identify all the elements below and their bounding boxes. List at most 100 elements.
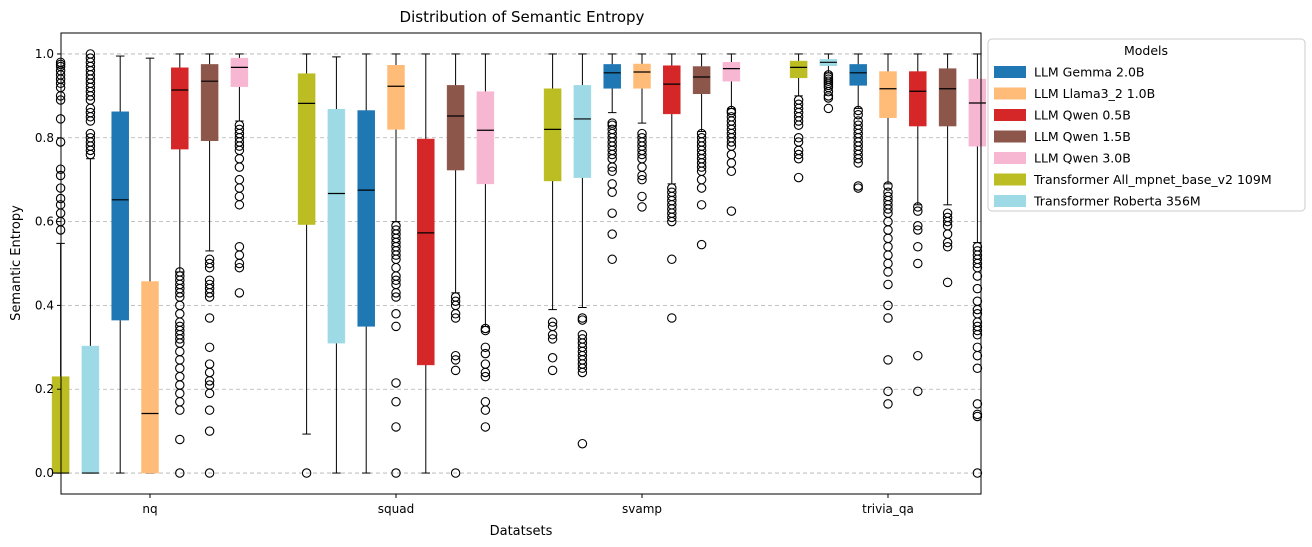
legend-label: LLM Qwen 0.5B xyxy=(1034,108,1131,123)
box-iqr xyxy=(938,68,957,127)
legend-label: LLM Qwen 1.5B xyxy=(1034,129,1131,144)
outlier-point xyxy=(972,283,983,294)
outlier-point xyxy=(726,158,737,168)
outlier-point xyxy=(234,183,245,193)
outlier-point xyxy=(547,329,558,340)
outlier-point xyxy=(942,277,953,288)
legend-frame xyxy=(987,38,1306,212)
outlier-point xyxy=(667,212,677,223)
outlier-point xyxy=(607,149,617,160)
y-tick-label: 0.6 xyxy=(35,215,54,229)
outlier-point xyxy=(85,149,96,160)
outlier-point xyxy=(175,380,185,390)
outlier-point xyxy=(726,149,737,160)
box-trivia_qa-llm-qwen-0-5b xyxy=(909,53,927,397)
box-iqr xyxy=(663,65,681,115)
outlier-point xyxy=(823,103,834,114)
outlier-point xyxy=(480,397,491,407)
outlier-point xyxy=(853,158,863,168)
outlier-point xyxy=(913,258,923,269)
outlier-point xyxy=(204,388,215,399)
outlier-point xyxy=(696,200,707,210)
outlier-point xyxy=(391,292,401,302)
legend: Models LLM Gemma 2.0B LLM Llama3_2 1.0B LL… xyxy=(987,38,1306,212)
outlier-point xyxy=(204,342,215,353)
box-svamp-llm-qwen-0-5b xyxy=(663,53,681,323)
outlier-point xyxy=(913,202,923,212)
outlier-point xyxy=(913,221,923,231)
outlier-point xyxy=(204,288,215,298)
outlier-point xyxy=(883,258,893,269)
box-svamp-llm-qwen-3-0b xyxy=(722,53,741,216)
outlier-point xyxy=(853,109,863,120)
box-iqr xyxy=(789,60,808,79)
box-iqr xyxy=(909,71,927,127)
outlier-point xyxy=(391,422,401,432)
x-axis-title: Datatsets xyxy=(490,524,553,539)
box-plot-series xyxy=(51,49,987,478)
outlier-point xyxy=(450,296,461,306)
y-axis: 0.0 0.2 0.4 0.6 0.8 1.0 xyxy=(35,47,61,480)
box-svamp-llm-qwen-1-5b xyxy=(692,53,711,250)
x-tick-label: trivia_qa xyxy=(862,502,914,516)
box-squad-llm-qwen-1-5b xyxy=(446,53,465,478)
outlier-point xyxy=(204,262,215,273)
outlier-point xyxy=(607,166,617,177)
legend-swatch xyxy=(994,109,1026,121)
box-iqr xyxy=(692,66,711,95)
box-nq-llm-qwen-3-0b xyxy=(230,53,249,298)
outlier-point xyxy=(853,183,863,193)
box-iqr xyxy=(968,78,987,147)
outlier-point xyxy=(391,262,401,273)
box-iqr xyxy=(476,91,495,185)
outlier-point xyxy=(637,162,647,172)
outlier-point xyxy=(577,367,588,378)
outlier-point xyxy=(913,386,923,397)
box-trivia_qa-llm-llama3-2-1-0b xyxy=(879,53,897,409)
outlier-point xyxy=(637,170,647,181)
outlier-point xyxy=(175,309,185,319)
box-iqr xyxy=(722,62,741,82)
box-svamp-llm-llama3-2-1-0b xyxy=(633,53,651,212)
outlier-point xyxy=(450,365,461,376)
box-nq-llm-gemma-2-0b xyxy=(111,55,129,474)
outlier-point xyxy=(883,399,893,409)
outlier-point xyxy=(607,229,617,239)
outlier-point xyxy=(391,250,401,260)
outlier-point xyxy=(480,348,491,359)
box-trivia_qa-llm-qwen-1-5b xyxy=(938,53,957,288)
outlier-point xyxy=(972,304,983,315)
outlier-point xyxy=(667,216,677,227)
outlier-point xyxy=(726,137,737,147)
box-squad-llm-llama3-2-1-0b xyxy=(387,53,405,478)
outlier-point xyxy=(204,426,215,436)
box-trivia_qa-llm-qwen-3-0b xyxy=(968,53,987,478)
x-axis: nq squad svamp trivia_qa xyxy=(142,494,914,516)
outlier-point xyxy=(175,346,185,357)
outlier-point xyxy=(823,93,834,103)
outlier-point xyxy=(577,363,588,374)
outlier-point xyxy=(204,258,215,269)
box-squad-llm-qwen-0-5b xyxy=(417,53,435,474)
outlier-point xyxy=(667,254,677,265)
box-iqr xyxy=(230,57,249,87)
legend-label: LLM Qwen 3.0B xyxy=(1034,151,1131,166)
outlier-point xyxy=(853,153,863,164)
x-tick-label: svamp xyxy=(622,502,662,516)
outlier-point xyxy=(667,313,677,323)
outlier-point xyxy=(942,237,953,248)
legend-swatch xyxy=(994,152,1026,164)
outlier-point xyxy=(883,386,893,397)
outlier-point xyxy=(175,355,185,365)
outlier-point xyxy=(480,342,491,353)
outlier-point xyxy=(607,208,617,218)
outlier-point xyxy=(972,329,983,340)
outlier-point xyxy=(234,241,245,252)
box-nq-transformer-roberta-356m xyxy=(81,49,100,474)
outlier-point xyxy=(913,206,923,216)
outlier-point xyxy=(793,172,804,183)
outlier-point xyxy=(883,279,893,290)
outlier-point xyxy=(204,376,215,386)
box-iqr xyxy=(200,64,219,141)
